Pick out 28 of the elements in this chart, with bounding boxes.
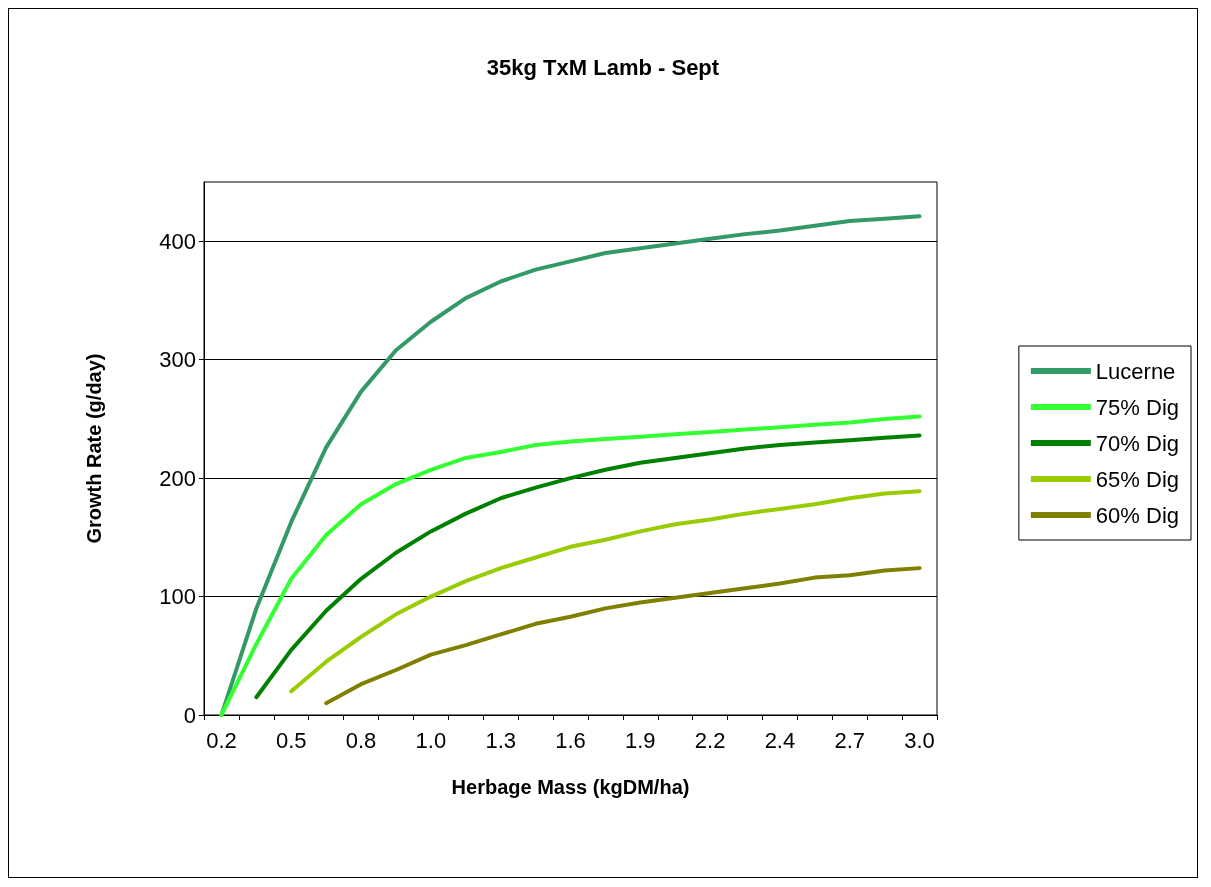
x-tick-label: 0.8 [345,727,377,753]
x-tick-label: 1.3 [485,727,516,753]
line-series [254,433,922,700]
x-tick-label: 2.4 [764,727,796,753]
y-tick-label: 200 [159,465,196,491]
y-tick-label: 100 [159,584,196,610]
x-tick-label: 3.0 [904,727,935,753]
line-series [289,489,922,694]
y-tick-label: 300 [159,347,196,373]
legend-label: Lucerne [1095,358,1176,384]
x-tick-label: 1.0 [415,727,447,753]
x-tick-label: 1.9 [625,727,656,753]
x-tick-label: 2.2 [694,727,726,753]
x-tick-label: 2.7 [834,727,866,753]
legend-label: 75% Dig [1095,394,1179,420]
x-tick-label: 0.5 [275,727,307,753]
legend-label: 70% Dig [1095,430,1179,456]
line-series [219,414,922,717]
y-tick-label: 400 [159,228,196,254]
line-series [324,566,922,706]
legend-label: 65% Dig [1095,466,1179,492]
x-tick-label: 0.2 [206,727,237,753]
x-tick-label: 1.6 [555,727,586,753]
y-tick-label: 0 [183,702,196,728]
y-axis-title: Growth Rate (g/day) [83,353,105,544]
x-axis-title: Herbage Mass (kgDM/ha) [451,776,690,798]
legend-label: 60% Dig [1095,502,1179,528]
chart-title: 35kg TxM Lamb - Sept [486,54,720,80]
